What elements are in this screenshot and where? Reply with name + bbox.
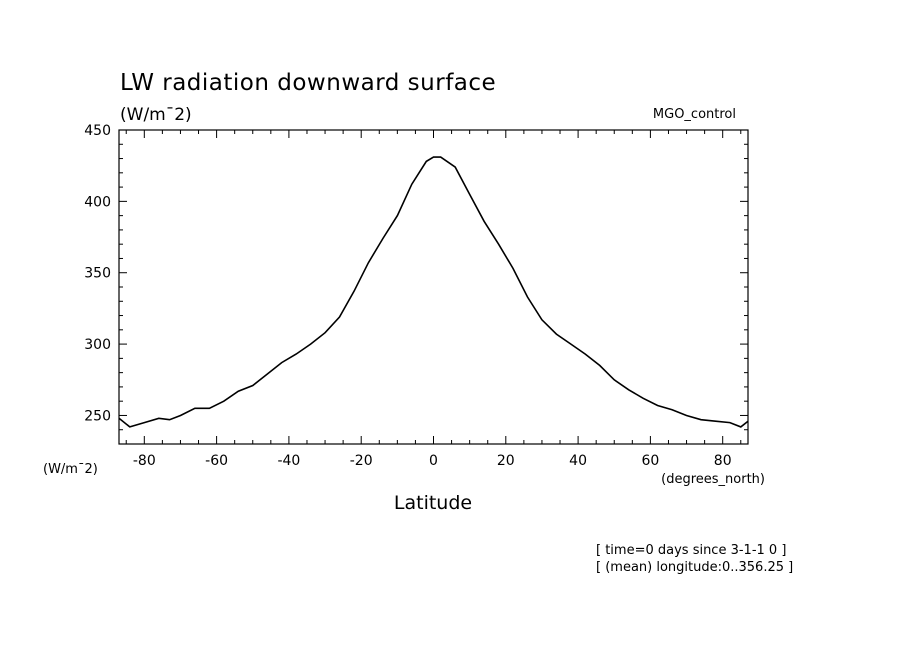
series-line [118, 156, 749, 428]
y-tick-label: 250 [84, 408, 111, 424]
x-tick-label: 0 [429, 453, 438, 469]
y-tick-labels: 250 300 350 400 450 [84, 123, 111, 424]
x-tick-label: 20 [497, 453, 515, 469]
longitude-note: [ (mean) longitude:0..356.25 ] [596, 560, 793, 575]
y-axis-units: (W/m¯2) [43, 462, 98, 477]
x-tick-label: -20 [350, 453, 373, 469]
plot-frame [118, 129, 749, 445]
x-tick-label: -40 [277, 453, 300, 469]
axis-ticks [119, 129, 748, 445]
x-tick-label: 60 [641, 453, 659, 469]
time-note: [ time=0 days since 3-1-1 0 ] [596, 543, 786, 558]
x-tick-labels: -80 -60 -40 -20 0 20 40 60 80 [133, 453, 732, 469]
y-tick-label: 450 [84, 123, 111, 139]
y-tick-label: 300 [84, 337, 111, 353]
chart-title: LW radiation downward surface [120, 70, 496, 96]
experiment-label: MGO_control [653, 107, 736, 122]
chart-subtitle: (W/m¯2) [120, 105, 192, 125]
x-tick-label: -80 [133, 453, 156, 469]
x-axis-units: (degrees_north) [661, 472, 765, 487]
x-tick-label: 80 [714, 453, 732, 469]
x-tick-label: -60 [205, 453, 228, 469]
x-tick-label: 40 [569, 453, 587, 469]
y-tick-label: 350 [84, 266, 111, 282]
y-tick-label: 400 [84, 194, 111, 210]
x-axis-label: Latitude [394, 492, 472, 514]
